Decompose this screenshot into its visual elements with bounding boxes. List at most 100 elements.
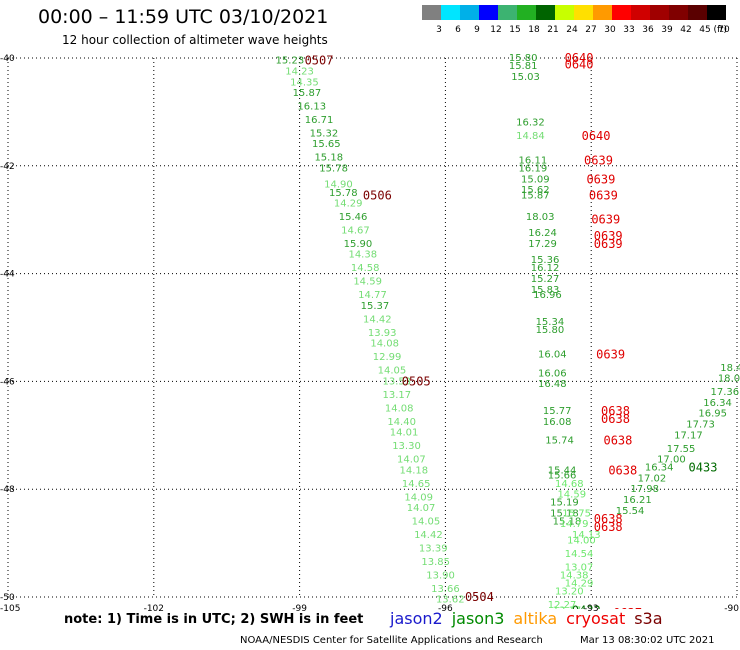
wave-height-label: 15.87 xyxy=(521,190,550,201)
color-swatch xyxy=(479,5,498,20)
wave-height-label: 15.09 xyxy=(521,174,550,185)
wave-height-label: 15.66 xyxy=(548,471,577,482)
color-tick-label: 27 xyxy=(585,25,596,35)
color-swatch xyxy=(631,5,650,20)
latitude-label: -44 xyxy=(0,270,15,280)
color-tick-label: 45 xyxy=(699,25,710,35)
wave-height-label: 14.18 xyxy=(399,465,428,476)
wave-height-label: 17.00 xyxy=(657,455,686,466)
wave-height-label: 15.54 xyxy=(616,506,645,517)
wave-height-label: 13.17 xyxy=(553,605,582,616)
wave-height-label: 16.12 xyxy=(531,263,560,274)
pass-time-label: 0507 xyxy=(305,54,334,68)
wave-height-label: 15.65 xyxy=(312,139,341,150)
wave-height-label: 14.07 xyxy=(407,503,436,514)
pass-time-label: 0638 xyxy=(608,463,637,477)
pass-time-label: 0640 xyxy=(582,129,611,143)
pass-time-label: 0639 xyxy=(594,237,623,251)
color-unit-label: (ft) xyxy=(713,25,727,35)
color-tick-label: 15 xyxy=(509,25,520,35)
wave-height-label: 18.40 xyxy=(720,363,740,374)
color-tick-label: 36 xyxy=(642,25,654,35)
wave-height-label: 15.32 xyxy=(310,128,339,139)
wave-height-label: 14.23 xyxy=(285,66,314,77)
wave-height-label: 16.08 xyxy=(543,417,572,428)
color-swatch xyxy=(650,5,669,20)
wave-height-label: 14.00 xyxy=(567,535,596,546)
color-swatch xyxy=(536,5,555,20)
longitude-label: -102 xyxy=(144,604,164,614)
latitude-label: -50 xyxy=(0,593,15,603)
pass-time-label: 0637 xyxy=(613,606,642,620)
pass-time-label: 0433 xyxy=(689,461,718,475)
page-subtitle: 12 hour collection of altimeter wave hei… xyxy=(62,33,328,47)
wave-height-label: 15.81 xyxy=(509,61,538,72)
pass-time-label: 0432 xyxy=(572,603,601,617)
legend-jason2: jason2 xyxy=(390,609,443,628)
wave-height-label: 16.95 xyxy=(698,409,727,420)
color-swatch xyxy=(517,5,536,20)
wave-height-label: 14.54 xyxy=(565,549,594,560)
color-swatch xyxy=(688,5,707,20)
color-swatch xyxy=(422,5,441,20)
wave-height-label: 15.80 xyxy=(509,53,538,64)
pass-time-label: 0639 xyxy=(594,229,623,243)
wave-height-label: 16.32 xyxy=(516,118,545,129)
color-tick-label: 21 xyxy=(547,25,558,35)
page-title: 00:00 – 11:59 UTC 03/10/2021 xyxy=(38,6,329,28)
wave-height-values: 15.2314.2314.3515.8716.1316.7115.3215.65… xyxy=(276,51,740,620)
pass-time-label: 0639 xyxy=(589,188,618,202)
satellite-legend: jason2 jason3 altika cryosat s3a xyxy=(390,609,672,628)
wave-height-label: 18.03 xyxy=(526,212,555,223)
color-tick-label: 24 xyxy=(566,25,578,35)
legend-jason3: jason3 xyxy=(451,609,505,628)
wave-height-label: 14.40 xyxy=(387,417,416,428)
longitude-label: -99 xyxy=(292,604,307,614)
wave-height-label: 14.09 xyxy=(404,492,433,503)
pass-time-label: 0638 xyxy=(594,512,623,526)
color-swatch xyxy=(555,5,574,20)
wave-height-label: 12.36 xyxy=(562,608,591,619)
longitude-label: -90 xyxy=(724,604,739,614)
wave-height-label: 16.19 xyxy=(519,163,548,174)
wave-height-label: 15.23 xyxy=(276,56,305,67)
longitude-label: -93 xyxy=(584,604,599,614)
wave-height-label: 13.07 xyxy=(565,562,594,573)
color-tick-label: 9 xyxy=(474,25,480,35)
wave-height-label: 16.34 xyxy=(645,463,674,474)
color-tick-label: 39 xyxy=(661,25,673,35)
color-swatch xyxy=(669,5,688,20)
wave-height-label: 15.83 xyxy=(531,285,560,296)
wave-height-label: 12.27 xyxy=(548,600,577,611)
wave-height-label: 14.77 xyxy=(358,290,387,301)
footer-timestamp: Mar 13 08:30:02 UTC 2021 xyxy=(580,635,715,646)
wave-height-label: 17.98 xyxy=(630,484,659,495)
legend-cryosat: cryosat xyxy=(566,609,626,628)
color-tick-label: 30 xyxy=(604,25,616,35)
wave-height-label: 15.36 xyxy=(531,255,560,266)
wave-height-label: 17.73 xyxy=(686,420,715,431)
latitude-label: -42 xyxy=(0,162,15,172)
wave-height-label: 13.85 xyxy=(421,557,450,568)
wave-height-label: 16.71 xyxy=(305,115,334,126)
wave-height-label: 14.38 xyxy=(348,250,377,261)
wave-height-label: 16.04 xyxy=(538,349,567,360)
wave-height-label: 16.48 xyxy=(538,379,567,390)
pass-time-label: 0638 xyxy=(601,404,630,418)
wave-height-label: 14.65 xyxy=(402,479,431,490)
wave-height-label: 14.38 xyxy=(560,570,589,581)
wave-height-label: 14.05 xyxy=(378,366,407,377)
wave-height-label: 13.20 xyxy=(555,587,584,598)
wave-height-label: 15.77 xyxy=(543,406,572,417)
color-tick-label: 33 xyxy=(623,25,634,35)
wave-height-label: 16.11 xyxy=(519,155,548,166)
wave-height-label: 15.46 xyxy=(339,212,368,223)
color-scale-bar: 3 6 9 12 15 18 21 24 27 30 33 36 39 42 45 70(ft) xyxy=(422,5,730,35)
wave-height-label: 16.24 xyxy=(528,228,557,239)
pass-time-label: 0505 xyxy=(402,374,431,388)
wave-height-label: 13.90 xyxy=(426,570,455,581)
wave-height-label: 13.66 xyxy=(431,584,460,595)
longitude-label: -105 xyxy=(0,604,20,614)
color-tick-label: 12 xyxy=(490,25,501,35)
wave-height-label: 15.37 xyxy=(361,301,390,312)
